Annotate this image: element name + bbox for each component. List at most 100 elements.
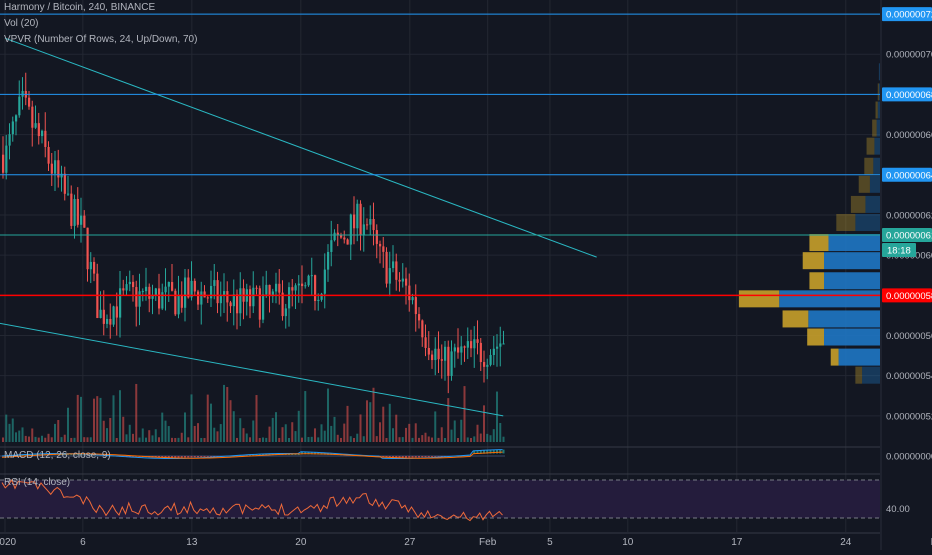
vpvr-down-bar (855, 366, 863, 384)
volume-bar (453, 420, 456, 442)
candle-body (28, 97, 31, 107)
time-axis-label: 6 (80, 537, 86, 548)
vpvr-up-bar (824, 252, 880, 270)
volume-bar (164, 420, 167, 442)
candle-body (115, 306, 118, 318)
volume-bar (411, 437, 414, 442)
candle-body (200, 291, 203, 305)
candle-body (281, 292, 284, 317)
symbol-legend[interactable]: Harmony / Bitcoin, 240, BINANCE (4, 2, 156, 13)
volume-bar (44, 437, 47, 442)
candle-body (385, 251, 388, 284)
volume-bar (21, 427, 24, 442)
macd-legend[interactable]: MACD (12, 26, close, 9) (4, 450, 111, 461)
macd-histogram-bar (414, 456, 417, 458)
candle-body (174, 290, 177, 315)
volume-bar (353, 437, 355, 442)
candle-body (408, 285, 411, 301)
volume-bar (502, 436, 505, 442)
candle-body (216, 280, 219, 304)
volume-bar (450, 429, 453, 442)
price-tag-bg (882, 87, 932, 102)
candle-body (473, 339, 476, 349)
candle-body (83, 215, 86, 228)
volume-bar (340, 437, 342, 442)
candle-body (54, 160, 57, 174)
candle-body (15, 115, 18, 122)
volume-bar (304, 391, 307, 442)
candle-body (421, 320, 424, 338)
vpvr-down-bar (802, 252, 824, 270)
vpvr-down-bar (850, 195, 866, 213)
macd-histogram-bar (395, 456, 398, 458)
candle-body (8, 134, 11, 146)
volume-bar (76, 394, 79, 442)
volume-bar (219, 424, 222, 442)
time-axis-label: 13 (186, 537, 198, 548)
volume-bar (388, 403, 391, 442)
vpvr-up-bar (877, 101, 880, 119)
macd-histogram-bar (34, 454, 37, 456)
macd-histogram-bar (83, 454, 86, 456)
price-tag-bg (882, 288, 932, 303)
candle-body (190, 280, 193, 298)
volume-bar (34, 436, 37, 442)
candle-body (37, 123, 40, 137)
candle-body (258, 288, 261, 320)
candle-body (427, 347, 430, 355)
time-axis-label: 27 (404, 537, 416, 548)
macd-histogram-bar (184, 456, 186, 458)
rsi-line (1, 478, 503, 522)
volume-bar (252, 420, 255, 442)
volume-bar (320, 424, 323, 442)
vpvr-down-bar (809, 234, 829, 252)
volume-bar (125, 434, 128, 442)
price-tick-label: 0.00000052 (886, 411, 932, 422)
candle-body (5, 145, 8, 173)
macd-histogram-bar (492, 449, 495, 454)
volume-bar (86, 437, 89, 442)
macd-histogram-bar (158, 456, 160, 458)
volume-bar (405, 427, 407, 442)
vpvr-up-bar (878, 63, 880, 81)
macd-histogram-bar (307, 451, 310, 455)
candle-body (314, 275, 317, 301)
volume-bar (262, 437, 264, 442)
volume-legend[interactable]: Vol (20) (4, 18, 39, 29)
volume-bar (135, 383, 138, 442)
macd-histogram-bar (161, 456, 164, 458)
vpvr-up-bar (808, 310, 880, 328)
candle-body (76, 199, 79, 225)
volume-bar (190, 394, 193, 442)
macd-histogram-bar (479, 450, 482, 454)
candle-body (158, 288, 161, 309)
candle-body (112, 306, 115, 325)
macd-histogram-bar (431, 456, 433, 457)
macd-histogram-bar (164, 456, 167, 458)
rsi-legend[interactable]: RSI (14, close) (4, 477, 71, 488)
candle-body (271, 291, 274, 297)
volume-bar (466, 437, 469, 442)
price-tag-bg (882, 7, 932, 22)
volume-bar (499, 422, 502, 442)
candle-body (284, 308, 287, 317)
volume-bar (401, 437, 404, 442)
macd-histogram-bar (167, 456, 170, 458)
candle-body (171, 282, 174, 291)
candle-body (219, 296, 222, 304)
macd-histogram-bar (434, 456, 437, 457)
volume-bar (434, 411, 437, 442)
candle-body (197, 291, 200, 305)
vpvr-legend[interactable]: VPVR (Number Of Rows, 24, Up/Down, 70) (4, 34, 198, 45)
candle-body (44, 130, 47, 147)
volume-bar (115, 437, 118, 442)
candle-body (80, 215, 83, 225)
time-axis-label: 5 (547, 537, 553, 548)
volume-bar (11, 418, 14, 442)
candle-body (252, 287, 255, 307)
candle-body (226, 291, 229, 303)
vpvr-up-bar (874, 137, 880, 155)
macd-histogram-bar (206, 456, 209, 457)
